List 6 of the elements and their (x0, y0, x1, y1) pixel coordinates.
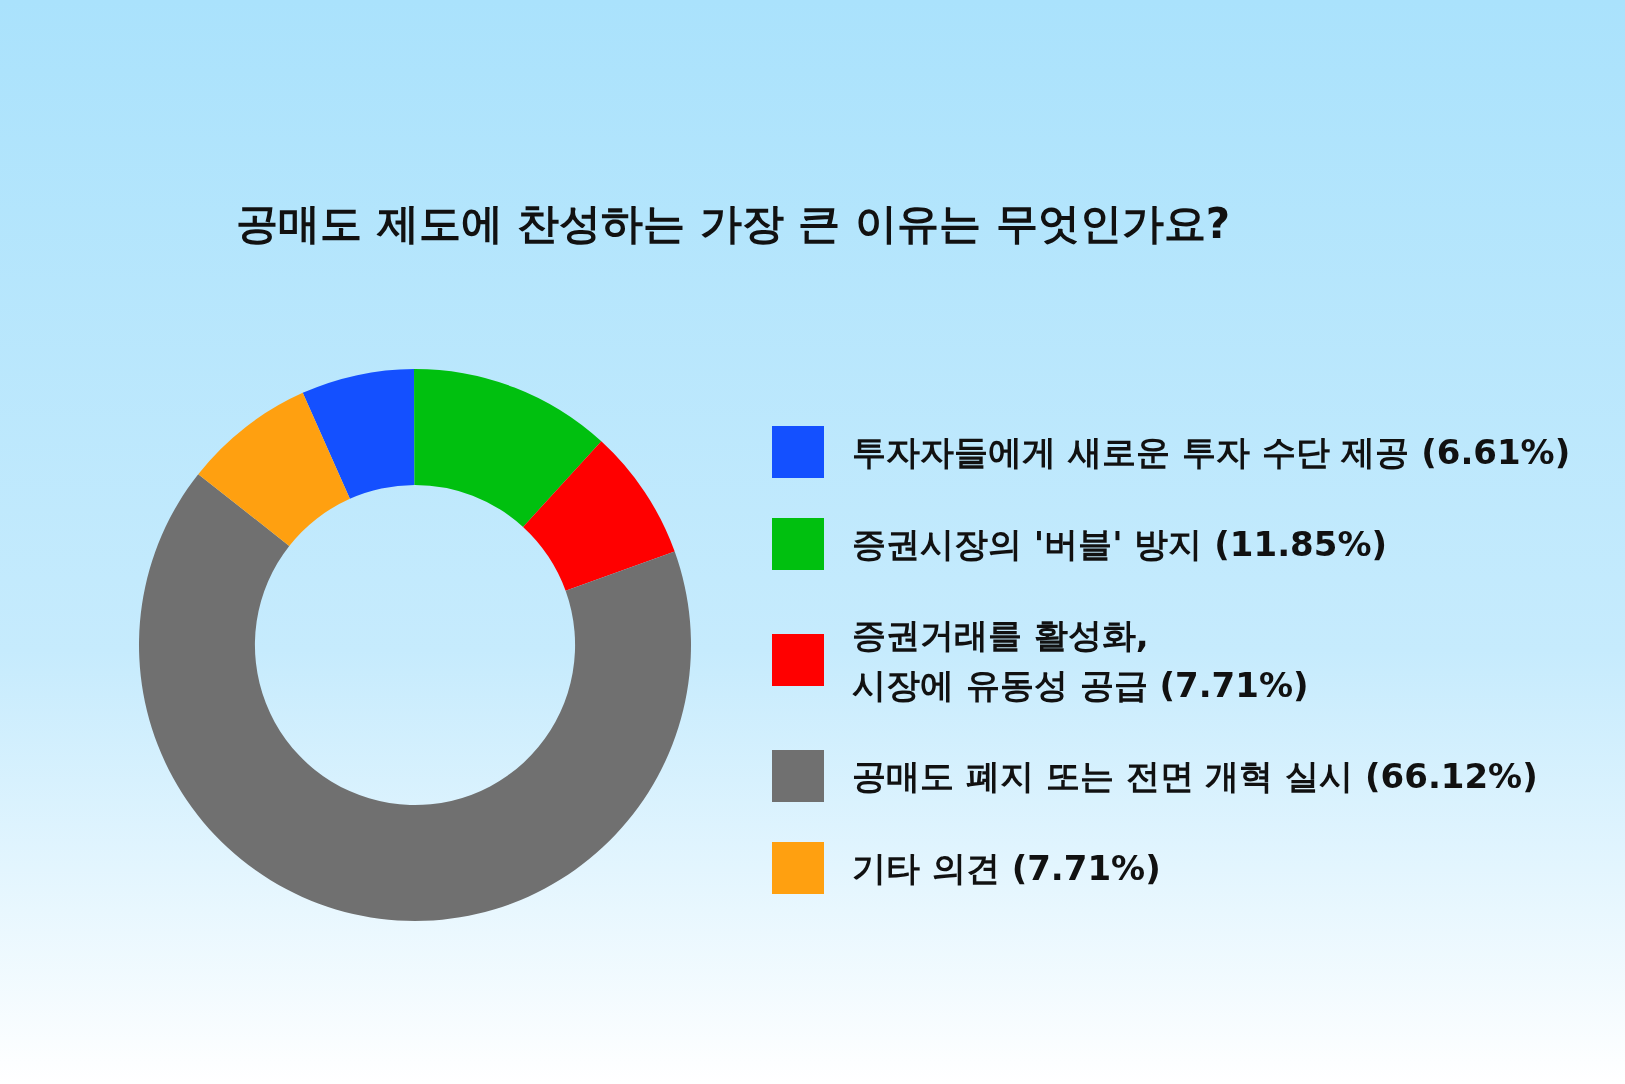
legend-label: 공매도 폐지 또는 전면 개혁 실시 (66.12%) (852, 755, 1538, 798)
legend-label: 기타 의견 (7.71%) (852, 847, 1161, 890)
legend-label: 투자자들에게 새로운 투자 수단 제공 (6.61%) (852, 431, 1571, 474)
chart-title: 공매도 제도에 찬성하는 가장 큰 이유는 무엇인가요? (236, 198, 1231, 250)
legend-label: 증권시장의 '버블' 방지 (11.85%) (852, 523, 1388, 566)
legend-label: 증권거래를 활성화, 시장에 유동성 공급 (7.71%) (852, 614, 1309, 707)
